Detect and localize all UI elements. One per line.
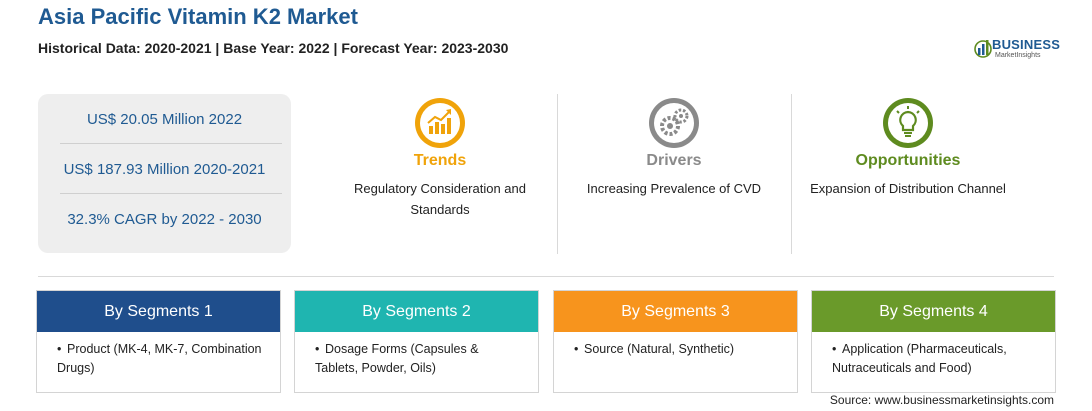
trends-column: Trends Regulatory Consideration and Stan…: [330, 96, 550, 220]
stat-cagr: 32.3% CAGR by 2022 - 2030: [67, 211, 262, 228]
segment-4-title: By Segments 4: [812, 291, 1055, 332]
stat-market-value-2022: US$ 20.05 Million 2022: [86, 111, 243, 128]
segment-2-text: Dosage Forms (Capsules & Tablets, Powder…: [315, 342, 479, 375]
page-title: Asia Pacific Vitamin K2 Market: [38, 4, 358, 29]
bar-chart-globe-icon: [974, 40, 992, 58]
opportunities-heading: Opportunities: [855, 152, 961, 169]
trend-chart-icon: [415, 98, 465, 148]
segment-2-title: By Segments 2: [295, 291, 538, 332]
bullet-icon: •: [832, 342, 837, 356]
segment-3-text: Source (Natural, Synthetic): [584, 342, 735, 356]
drivers-text: Increasing Prevalence of CVD: [586, 181, 762, 196]
page-subtitle: Historical Data: 2020-2021 | Base Year: …: [38, 40, 509, 56]
segment-3-item: • Source (Natural, Synthetic): [554, 332, 797, 359]
bullet-icon: •: [574, 342, 579, 356]
column-divider: [791, 94, 792, 254]
trends-heading: Trends: [413, 152, 467, 169]
gears-icon: [649, 98, 699, 148]
column-divider: [557, 94, 558, 254]
segment-4-text: Application (Pharmaceuticals, Nutraceuti…: [832, 342, 1007, 375]
opportunities-text: Expansion of Distribution Channel: [810, 181, 1006, 196]
segment-4-item: • Application (Pharmaceuticals, Nutraceut…: [812, 332, 1055, 378]
drivers-heading: Drivers: [646, 152, 702, 169]
stat-market-value-historical: US$ 187.93 Million 2020-2021: [63, 161, 266, 178]
segment-3-title: By Segments 3: [554, 291, 797, 332]
bullet-icon: •: [315, 342, 320, 356]
segment-card-2: By Segments 2 • Dosage Forms (Capsules & …: [294, 290, 539, 393]
opportunities-column: Opportunities Expansion of Distribution …: [798, 96, 1018, 199]
segment-2-item: • Dosage Forms (Capsules & Tablets, Powde…: [295, 332, 538, 378]
stat-divider: [60, 193, 282, 194]
segment-card-1: By Segments 1 • Product (MK-4, MK-7, Comb…: [36, 290, 281, 393]
segment-1-title: By Segments 1: [37, 291, 280, 332]
segment-card-4: By Segments 4 • Application (Pharmaceutic…: [811, 290, 1056, 393]
logo-wordmark: BUSINESS: [992, 37, 1061, 52]
section-divider: [38, 276, 1054, 277]
lightbulb-icon: [883, 98, 933, 148]
segment-card-3: By Segments 3 • Source (Natural, Syntheti…: [553, 290, 798, 393]
segment-1-text: Product (MK-4, MK-7, Combination Drugs): [57, 342, 262, 375]
segment-1-item: • Product (MK-4, MK-7, Combination Drugs): [37, 332, 280, 378]
logo-tagline: MarketInsights: [995, 52, 1041, 59]
bullet-icon: •: [57, 342, 62, 356]
drivers-column: Drivers Increasing Prevalence of CVD: [564, 96, 784, 199]
trends-text: Regulatory Consideration and Standards: [354, 181, 526, 217]
source-credit: Source: www.businessmarketinsights.com: [829, 393, 1054, 407]
stat-divider: [60, 143, 282, 144]
market-stats-panel: US$ 20.05 Million 2022 US$ 187.93 Millio…: [38, 94, 291, 253]
company-logo: BUSINESS MarketInsights: [974, 36, 1064, 66]
